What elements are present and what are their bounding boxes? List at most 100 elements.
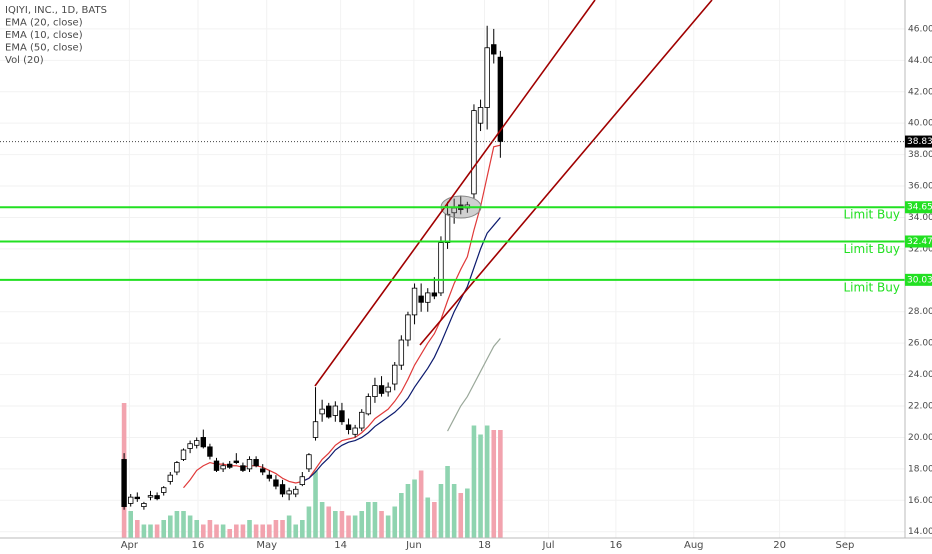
volume-bar [227,529,233,538]
volume-bar [471,425,477,538]
x-tick-label: 16 [610,540,623,550]
candle-body [207,446,213,457]
limit-label: Limit Buy [843,280,900,294]
candle-body [273,479,279,487]
candle-body [378,385,385,394]
volume-bar [293,524,299,538]
x-tick-label: Apr [121,540,139,550]
candle-body [200,437,207,448]
candle-body [260,468,266,473]
volume-bar [220,524,226,538]
volume-bar [135,520,140,538]
volume-bar [412,479,417,538]
last-price-label: 38.83 [907,137,932,147]
price-tags: 34.65 32.47 30.03 38.83 [905,135,932,286]
volume-bar [187,515,193,538]
volume-bar [214,524,219,538]
trend-line [314,0,596,387]
candle-body [299,476,306,485]
ema-line [302,217,501,482]
volume-bar [207,520,213,538]
volume-bar [141,524,147,538]
candle-body [266,474,273,479]
candle-body [326,405,332,418]
legend-entry: EMA (20, close) [5,18,83,29]
volume-bar [432,502,437,538]
candle-body [425,292,431,303]
y-tick-label: 28.00 [908,307,932,317]
volume-bar [201,524,206,538]
y-tick-label: 32.00 [908,244,932,254]
candle-body [213,460,220,471]
volume-bar [366,502,371,538]
volume-bar [148,524,153,538]
level-tag [905,273,932,286]
candle-body [332,405,339,416]
candle-body [345,424,352,430]
volume-bar [128,511,134,538]
candle-body [392,364,398,385]
volume-bar [253,524,259,538]
volume-bar [405,484,411,538]
volume-bar [247,520,252,538]
y-tick-label: 14.00 [908,527,932,537]
candle-body [438,242,444,294]
y-tick-label: 18.00 [908,464,932,474]
volume-bar [273,520,279,538]
ema-lines [183,144,501,489]
x-tick-label: Jun [405,540,422,550]
candle-body [121,459,127,507]
volume [121,403,503,538]
candle-body [286,490,292,495]
y-tick-label: 24.00 [908,370,932,380]
y-tick-label: 44.00 [908,56,932,66]
x-tick-label: 20 [773,540,786,550]
candle-body [240,465,246,471]
y-tick-label: 38.00 [908,150,932,160]
y-tick-label: 20.00 [908,433,932,443]
candle-body [365,396,372,415]
volume-bar [458,493,464,538]
legend-entry: EMA (50, close) [5,43,83,54]
candle-body [253,459,259,467]
volume-bar [359,511,365,538]
candle-body [319,408,325,415]
candle-body [484,47,490,108]
volume-bar [181,511,186,538]
volume-bar [168,515,173,538]
volume-bar [313,470,318,538]
x-tick-label: 16 [192,540,205,550]
last-price-tag [905,135,932,148]
volume-bar [425,497,431,538]
volume-bar [339,511,345,538]
volume-bar [267,524,272,538]
y-tick-label: 40.00 [908,119,932,129]
candle-body [194,440,200,446]
volume-bar [372,502,378,538]
y-tick-label: 36.00 [908,182,932,192]
volume-bar [333,511,338,538]
x-tick-label: 18 [478,540,491,550]
volume-bar [286,515,292,538]
candle-body [128,496,134,504]
level-tag-label: 34.65 [907,203,932,213]
limit-label: Limit Buy [843,242,900,256]
y-tick-label: 34.00 [908,213,932,223]
volume-bar [240,524,246,538]
candle-body [187,443,193,449]
candle-body [246,459,253,470]
volume-bar [346,515,351,538]
volume-bar [161,520,167,538]
volume-bar [260,524,266,538]
volume-bar [385,515,391,538]
limit-label: Limit Buy [843,208,900,222]
candle-body [491,44,497,55]
candle-body [147,495,154,498]
volume-bar [478,434,483,538]
y-tick-label: 22.00 [908,402,932,412]
y-tick-label: 42.00 [908,87,932,97]
candle-body [220,465,226,470]
candle-body [444,213,451,244]
